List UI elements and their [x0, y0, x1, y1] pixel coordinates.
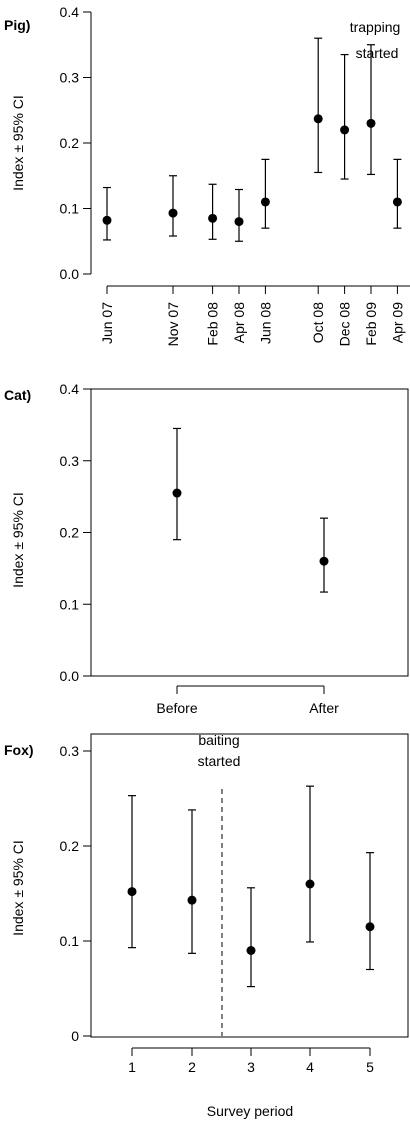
pig-x-tick-label: Apr 08 — [231, 302, 247, 343]
baiting-label-line2: started — [198, 753, 241, 769]
fox-plot-frame — [90, 733, 409, 1038]
cat-y-tick-label: 0.1 — [60, 596, 80, 612]
fox-data-point — [246, 946, 256, 955]
trapping-label-line2: started — [356, 45, 399, 61]
pig-x-tick-label: Feb 08 — [205, 302, 221, 346]
fox-panel: Fox) Index ± 95% CI baiting started Surv… — [4, 732, 409, 1119]
fox-y-tick-label: 0.1 — [60, 933, 80, 949]
cat-y-tick-label: 0.0 — [60, 668, 80, 684]
fox-y-axis-title: Index ± 95% CI — [10, 840, 26, 936]
pig-data-point — [313, 114, 323, 124]
fox-x-tick-label: 1 — [128, 1059, 136, 1075]
pig-data-point — [392, 197, 402, 207]
fox-y-tick-label: 0 — [71, 1028, 79, 1044]
fox-x-tick-label: 4 — [306, 1059, 314, 1075]
fox-data-point — [127, 887, 137, 897]
pig-x-tick-label: Jun 07 — [99, 302, 115, 344]
cat-data-point — [172, 488, 182, 498]
cat-x-tick-label: After — [309, 700, 339, 716]
pig-x-tick-label: Feb 09 — [363, 302, 379, 346]
cat-y-axis-title: Index ± 95% CI — [10, 492, 26, 588]
cat-y-tick-label: 0.3 — [60, 453, 80, 469]
cat-y-tick-label: 0.4 — [60, 381, 80, 397]
pig-x-tick-label: Oct 08 — [310, 302, 326, 343]
pig-data-point — [234, 217, 244, 227]
pig-x-tick-label: Jun 08 — [257, 302, 273, 344]
fox-data-point — [305, 879, 315, 889]
pig-x-tick-label: Apr 09 — [389, 302, 405, 343]
pig-data-point — [366, 118, 376, 128]
fox-x-tick-label: 3 — [247, 1059, 255, 1075]
cat-data-point — [319, 556, 329, 566]
pig-data-point — [102, 215, 112, 225]
cat-y-tick-label: 0.2 — [60, 525, 80, 541]
cat-panel-label: Cat) — [4, 387, 31, 403]
cat-panel: Cat) Index ± 95% CI 0.0 0.1 0.2 0.3 0.4 Befo… — [4, 381, 409, 716]
pig-y-tick-label: 0.4 — [60, 4, 80, 20]
pig-data-point — [260, 197, 270, 207]
fox-y-tick-label: 0.2 — [60, 838, 80, 854]
trapping-label-line1: trapping — [350, 19, 401, 35]
cat-plot-frame — [90, 388, 409, 677]
pig-x-tick-label: Nov 07 — [165, 302, 181, 347]
fox-y-tick-label: 0.3 — [60, 743, 80, 759]
pig-y-tick-label: 0.2 — [60, 135, 80, 151]
cat-x-tick-label: Before — [156, 700, 197, 716]
fox-x-tick-label: 5 — [366, 1059, 374, 1075]
fox-x-axis-title: Survey period — [207, 1103, 293, 1119]
fox-panel-label: Fox) — [4, 742, 34, 758]
pig-panel-label: Pig) — [4, 17, 30, 33]
pig-panel: Pig) Index ± 95% CI trapping started 0.0… — [4, 4, 410, 346]
fox-x-tick-label: 2 — [188, 1059, 196, 1075]
pig-data-point — [168, 208, 178, 218]
pig-y-tick-label: 0.1 — [60, 201, 80, 217]
pig-y-tick-label: 0.3 — [60, 70, 80, 86]
pig-x-tick-label: Dec 08 — [337, 302, 353, 347]
pig-y-axis-title: Index ± 95% CI — [10, 95, 26, 191]
pig-y-tick-label: 0.0 — [60, 266, 80, 282]
baiting-label-line1: baiting — [198, 732, 239, 748]
fox-data-point — [365, 922, 375, 932]
pig-data-point — [340, 125, 350, 135]
fox-data-point — [187, 895, 197, 905]
pig-data-point — [208, 213, 218, 223]
